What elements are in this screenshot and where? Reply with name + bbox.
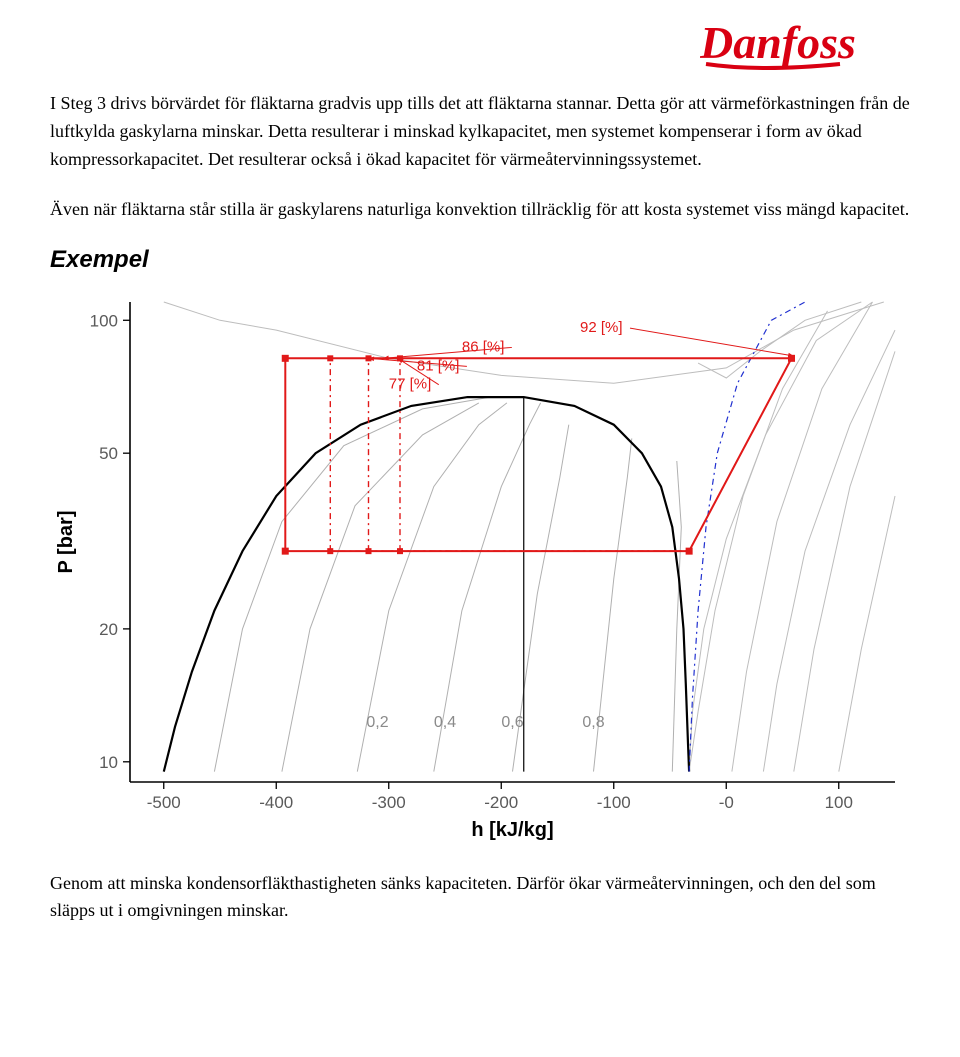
paragraph-3: Genom att minska kondensorfläkthastighet…: [50, 870, 910, 926]
svg-text:0,8: 0,8: [582, 713, 604, 730]
svg-text:h [kJ/kg]: h [kJ/kg]: [471, 819, 553, 841]
ph-diagram: 92 [%] 86 [%]81 [%]77 [%] 0,2 0,4 0,6 0,8 -500…: [50, 292, 910, 852]
svg-text:P [bar]: P [bar]: [55, 510, 77, 573]
example-heading: Exempel: [50, 246, 910, 274]
svg-text:-400: -400: [259, 793, 293, 812]
svg-text:100: 100: [825, 793, 853, 812]
svg-text:81 [%]: 81 [%]: [417, 357, 460, 374]
svg-text:100: 100: [90, 311, 118, 330]
svg-text:0,4: 0,4: [434, 713, 456, 730]
svg-text:0,6: 0,6: [501, 713, 523, 730]
paragraph-2: Även när fläktarna står stilla är gaskyl…: [50, 196, 910, 224]
svg-text:-200: -200: [484, 793, 518, 812]
paragraph-1: I Steg 3 drivs börvärdet för fläktarna g…: [50, 90, 910, 174]
svg-text:86 [%]: 86 [%]: [462, 338, 505, 355]
svg-text:-100: -100: [597, 793, 631, 812]
svg-text:20: 20: [99, 619, 118, 638]
svg-text:50: 50: [99, 444, 118, 463]
svg-text:0,2: 0,2: [366, 713, 388, 730]
svg-text:77 [%]: 77 [%]: [389, 375, 432, 392]
svg-text:10: 10: [99, 752, 118, 771]
svg-text:-300: -300: [372, 793, 406, 812]
brand-logo: Danfoss: [700, 20, 900, 77]
svg-text:-500: -500: [147, 793, 181, 812]
brand-logo-text: Danfoss: [700, 20, 856, 68]
svg-text:-0: -0: [719, 793, 734, 812]
svg-text:92 [%]: 92 [%]: [580, 319, 623, 336]
